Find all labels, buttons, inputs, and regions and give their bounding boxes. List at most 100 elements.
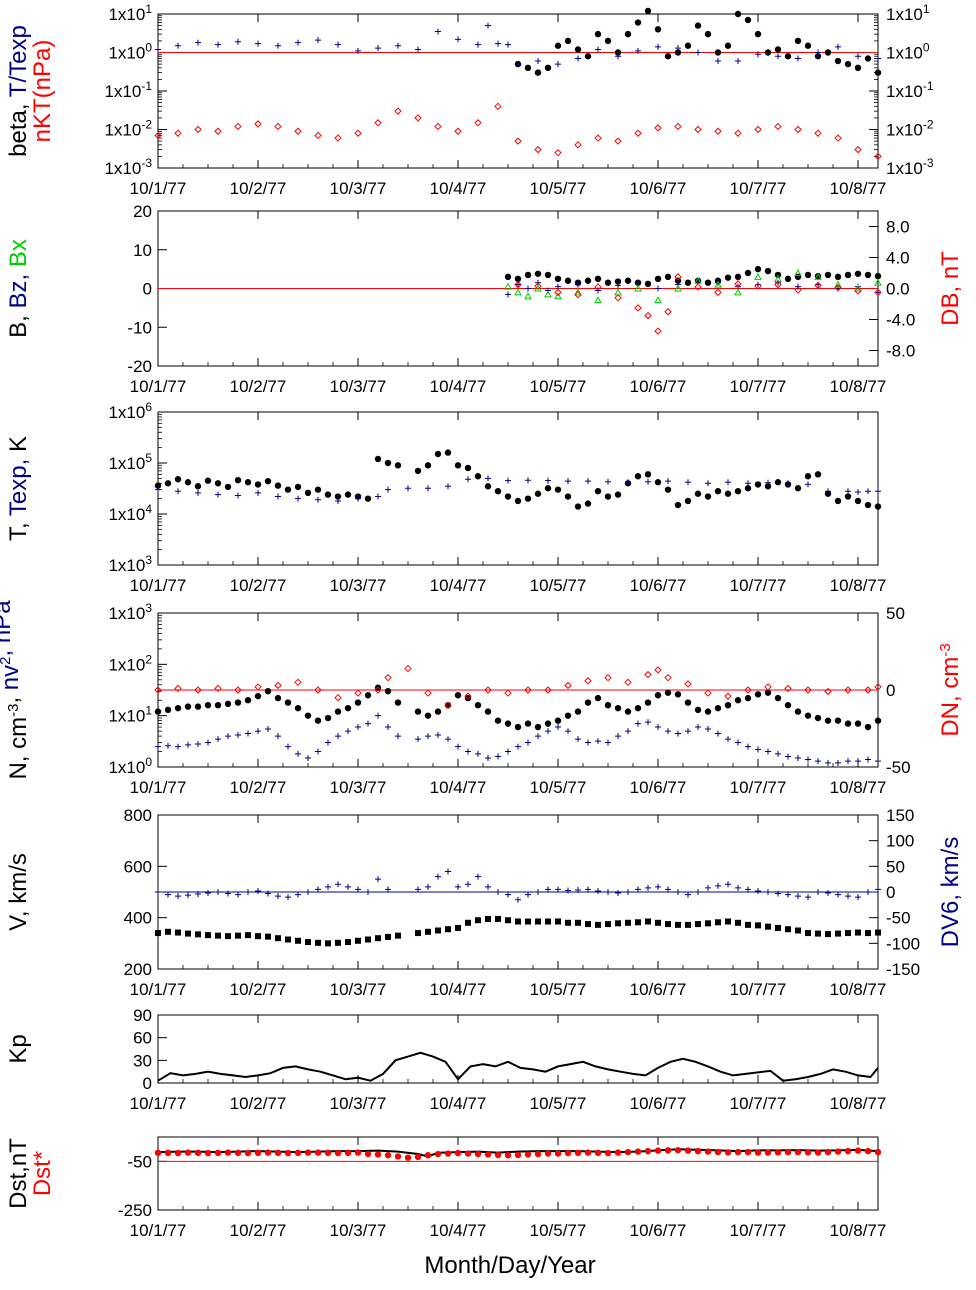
series-n-point: [214, 701, 222, 709]
panel-kp: 0 30 60 90 10/1/77 10/2/77 10/3/77 10/4/77 10/5/…: [5, 1006, 886, 1113]
series-t-point: [174, 476, 182, 483]
series-dst--point: [454, 1149, 462, 1157]
series-v-point: [565, 919, 571, 926]
series-dst--point: [654, 1147, 662, 1154]
series-dst--point: [764, 1149, 772, 1156]
series-texp-point: [375, 493, 381, 500]
series-dst--point: [594, 1149, 602, 1157]
series-v-point: [315, 939, 321, 946]
series-nv2-point: [235, 732, 241, 739]
series-db-point: [594, 283, 602, 291]
series-n-point: [634, 704, 642, 712]
series-beta-point: [744, 16, 752, 24]
y-tick-label: 20: [133, 202, 152, 221]
series-t-texp-point: [715, 58, 721, 65]
series-t-point: [514, 497, 522, 505]
series-nv2-point: [375, 712, 381, 719]
series-dst--point: [394, 1153, 402, 1160]
series-dn-point: [624, 678, 632, 687]
series-nv2: [155, 712, 881, 766]
series-dv6-point: [325, 883, 331, 890]
series-n-point: [524, 720, 532, 727]
series-dv6-point: [195, 891, 201, 898]
panel-dst: -250 -50 10/1/77 10/2/77 10/3/77 10/4/77 10/5/…: [5, 1136, 886, 1240]
series-texp-point: [155, 486, 161, 493]
series-t-texp-point: [255, 40, 261, 47]
series-dn-point: [864, 686, 872, 694]
y-tick-label: 200: [124, 960, 152, 979]
series-nv2-point: [725, 736, 731, 743]
series-n-point: [224, 700, 232, 708]
series-t-texp-point: [675, 45, 681, 52]
series-t-point: [334, 493, 342, 500]
series-beta-point: [774, 46, 782, 53]
series-t: [154, 449, 882, 510]
series-nv2-point: [815, 758, 821, 765]
series-t-point: [274, 482, 282, 489]
series-texp-point: [565, 478, 571, 485]
series-v-point: [485, 915, 491, 922]
series-db-point: [534, 282, 542, 290]
series-beta-point: [674, 49, 682, 56]
series-texp-point: [295, 495, 301, 502]
y-tick-label-right: -8.0: [886, 342, 915, 361]
series-dv6-point: [535, 889, 541, 895]
x-tick-label: 10/8/77: [830, 778, 887, 797]
series-dst--point: [634, 1148, 642, 1155]
series-dst--point: [174, 1149, 182, 1157]
series-t-texp-point: [775, 53, 781, 60]
series-dst--point: [524, 1151, 532, 1158]
series-t-texp-point: [735, 58, 741, 65]
x-tick-label: 10/1/77: [130, 980, 187, 999]
series-t-texp-point: [835, 43, 841, 50]
series-n-point: [694, 706, 702, 714]
series-n-point: [304, 712, 312, 719]
y-tick-label: 0: [143, 1074, 152, 1093]
series-texp-point: [805, 481, 811, 488]
series-nkt-npa--point: [334, 134, 342, 142]
series-b-point: [654, 275, 662, 283]
x-tick-label: 10/1/77: [130, 1221, 187, 1240]
series-b-point: [674, 277, 682, 284]
series-beta-point: [694, 22, 702, 29]
series-t-texp-point: [795, 55, 801, 62]
x-tick-label: 10/5/77: [530, 576, 587, 595]
series-nkt-npa--point: [454, 127, 462, 135]
series-v-point: [305, 939, 311, 946]
series-n-point: [834, 717, 842, 724]
series-bx-point: [654, 296, 662, 304]
series-b-point: [544, 271, 552, 279]
x-tick-label: 10/4/77: [430, 980, 487, 999]
series-v-point: [555, 918, 561, 925]
series-dn-point: [524, 686, 532, 694]
series-t-point: [744, 485, 752, 492]
series-v-point: [635, 919, 641, 926]
series-nv2-point: [395, 733, 401, 740]
series-t-point: [564, 493, 572, 500]
series-dv6-point: [255, 887, 261, 894]
series-texp-point: [445, 483, 451, 490]
series-dst--point: [264, 1149, 272, 1156]
series-v: [155, 915, 881, 947]
series-dst--point: [184, 1149, 192, 1156]
series-dv6-point: [695, 889, 701, 895]
series-dv6: [155, 868, 881, 903]
series-dv6-point: [605, 889, 611, 895]
series-v-point: [725, 918, 731, 925]
series-nv2-point: [735, 739, 741, 746]
series-t-point: [244, 479, 252, 486]
series-n-point: [334, 708, 342, 715]
series-v-point: [615, 920, 621, 927]
series-n-point: [514, 723, 522, 731]
series-beta-point: [874, 69, 882, 76]
series-beta-point: [604, 37, 612, 45]
x-tick-label: 10/7/77: [730, 778, 787, 797]
series-b-point: [764, 267, 772, 275]
series-nv2-point: [615, 733, 621, 740]
series-beta-point: [714, 49, 722, 56]
series-texp-point: [745, 480, 751, 487]
series-dv6-point: [455, 883, 461, 890]
series-b-point: [684, 279, 692, 286]
series-dn-point: [354, 689, 362, 697]
y-tick-label-right: 1x100: [886, 41, 930, 63]
